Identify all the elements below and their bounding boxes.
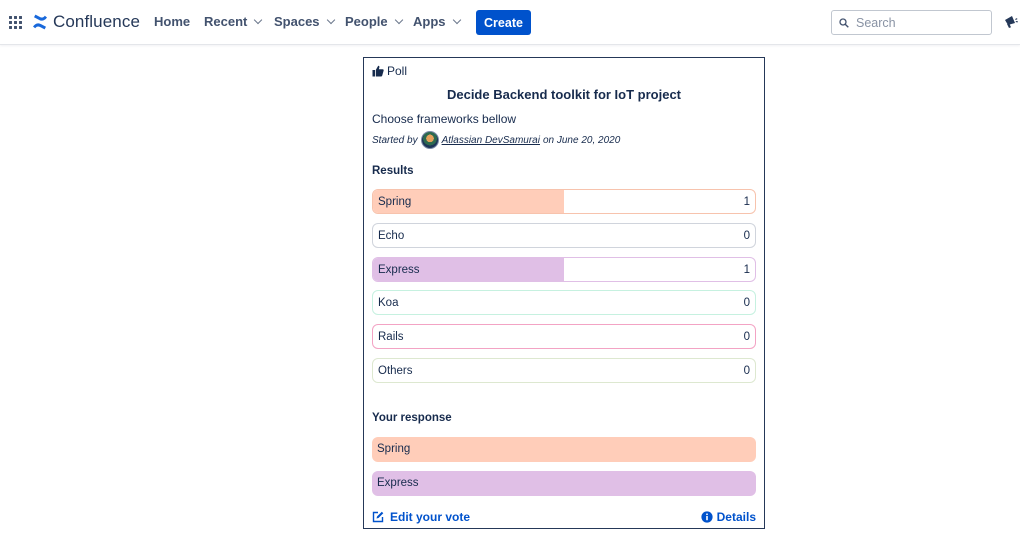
result-vote-count: 0	[743, 229, 750, 242]
result-option-spring: Spring 1	[372, 189, 756, 214]
your-response-heading: Your response	[372, 412, 452, 424]
result-option-others: Others 0	[372, 358, 756, 383]
search-placeholder: Search	[856, 15, 896, 30]
info-icon	[701, 511, 713, 523]
result-option-label: Others	[378, 365, 413, 377]
result-option-echo: Echo 0	[372, 222, 756, 248]
poll-meta: Started by Atlassian DevSamurai on June …	[372, 130, 623, 150]
result-bar-fill	[373, 257, 564, 281]
response-option-spring: Spring	[372, 437, 756, 462]
chevron-down-icon	[394, 15, 403, 24]
result-vote-count: 0	[743, 331, 750, 344]
poll-type-label: Poll	[387, 64, 408, 78]
chevron-down-icon	[254, 15, 263, 24]
megaphone-notification-icon[interactable]	[1003, 14, 1018, 30]
edit-vote-label: Edit your vote	[390, 510, 471, 524]
confluence-logo[interactable]: Confluence	[32, 11, 140, 33]
response-option-express: Express	[372, 471, 756, 496]
nav-spaces-label: Spaces	[274, 14, 320, 29]
result-option-label: Rails	[378, 331, 404, 344]
logo-text: Confluence	[53, 12, 141, 31]
results-heading: Results	[372, 165, 414, 177]
result-option-express: Express 1	[372, 256, 756, 282]
poll-type-header: Poll	[372, 64, 407, 78]
nav-spaces-dropdown[interactable]: Spaces	[274, 14, 335, 29]
edit-icon	[372, 511, 384, 523]
nav-people-label: People	[345, 14, 388, 29]
poll-card: Poll Decide Backend toolkit for IoT proj…	[363, 57, 765, 529]
result-option-label: Echo	[378, 229, 405, 242]
nav-home-label: Home	[154, 14, 191, 29]
result-option-label: Koa	[378, 297, 399, 310]
author-link[interactable]: Atlassian DevSamurai	[441, 134, 540, 146]
result-vote-count: 0	[743, 365, 750, 377]
result-option-label: Spring	[378, 196, 412, 208]
nav-recent-dropdown[interactable]: Recent	[204, 14, 263, 29]
result-bar-fill	[373, 190, 564, 213]
started-by-label: Started by	[372, 134, 418, 146]
chevron-down-icon	[326, 15, 335, 24]
result-vote-count: 1	[743, 263, 750, 276]
search-icon	[839, 17, 849, 28]
avatar[interactable]	[420, 131, 439, 149]
create-button[interactable]: Create	[476, 10, 531, 35]
nav-apps-label: Apps	[413, 14, 446, 29]
confluence-logo-icon	[33, 14, 47, 30]
result-vote-count: 1	[743, 196, 750, 208]
response-option-label: Spring	[377, 443, 411, 455]
result-vote-count: 0	[743, 297, 750, 310]
details-label: Details	[716, 510, 756, 524]
result-option-koa: Koa 0	[372, 290, 756, 316]
details-link[interactable]: Details	[701, 510, 756, 524]
app-switcher-grid-icon[interactable]	[9, 16, 22, 29]
edit-vote-link[interactable]: Edit your vote	[372, 510, 470, 524]
poll-description: Choose frameworks bellow	[372, 112, 517, 126]
result-option-label: Express	[378, 263, 420, 276]
result-option-rails: Rails 0	[372, 324, 756, 350]
poll-date: on June 20, 2020	[542, 134, 621, 146]
nav-home[interactable]: Home	[154, 14, 190, 29]
thumbs-up-icon	[372, 65, 384, 77]
top-navigation: Confluence Home Recent Spaces People App…	[0, 0, 1020, 45]
search-input[interactable]: Search	[831, 10, 992, 35]
chevron-down-icon	[452, 15, 461, 24]
poll-title: Decide Backend toolkit for IoT project	[446, 87, 682, 102]
nav-people-dropdown[interactable]: People	[345, 14, 403, 29]
nav-recent-label: Recent	[204, 14, 248, 29]
response-option-label: Express	[377, 477, 419, 489]
nav-apps-dropdown[interactable]: Apps	[413, 14, 461, 29]
